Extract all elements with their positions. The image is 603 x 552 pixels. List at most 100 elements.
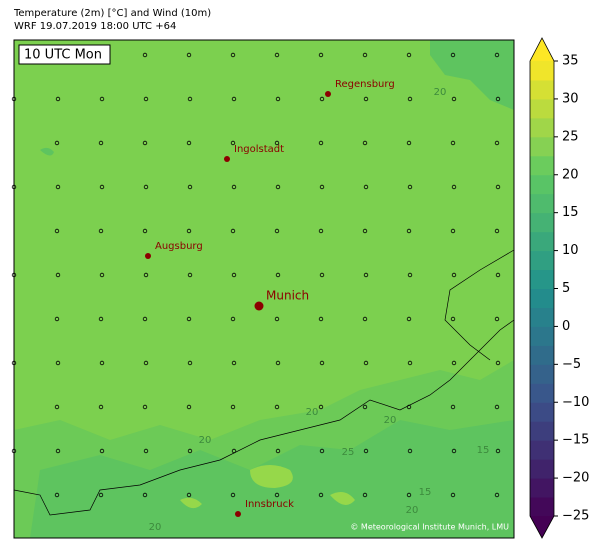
station <box>407 360 413 366</box>
station <box>407 272 413 278</box>
station <box>495 272 501 278</box>
city-dot <box>325 91 331 97</box>
colorbar-band <box>530 231 554 252</box>
station <box>230 52 236 58</box>
contour-label: 20 <box>406 505 419 516</box>
city-label: Munich <box>266 289 309 303</box>
station <box>274 228 280 234</box>
colorbar-tick-label: 25 <box>562 129 579 144</box>
station <box>495 448 501 454</box>
copyright: © Meteorological Institute Munich, LMU <box>350 523 509 532</box>
station <box>230 492 236 498</box>
station <box>275 448 281 454</box>
station <box>494 316 500 322</box>
contour-label: 15 <box>419 487 432 498</box>
station <box>54 492 60 498</box>
contour-label: 20 <box>434 87 447 98</box>
colorbar-band <box>530 383 554 403</box>
station <box>186 492 192 498</box>
station <box>54 316 60 322</box>
station <box>275 360 281 366</box>
colorbar-band <box>530 269 554 289</box>
colorbar-band <box>530 459 554 479</box>
warm-patches <box>180 465 355 509</box>
station <box>142 404 148 410</box>
station <box>54 140 60 146</box>
colorbar-band <box>530 193 554 214</box>
station <box>187 184 193 190</box>
station <box>275 272 281 278</box>
station <box>362 228 368 234</box>
station <box>451 448 457 454</box>
title: Temperature (2m) [°C] and Wind (10m) <box>13 8 211 19</box>
station <box>450 492 456 498</box>
colorbar-band <box>530 440 554 460</box>
colorbar-band <box>530 364 554 384</box>
station <box>451 184 457 190</box>
city-label: Augsburg <box>155 241 203 252</box>
station <box>142 140 148 146</box>
station <box>187 272 193 278</box>
colorbar-band <box>530 61 554 81</box>
colorbar-band <box>530 212 554 233</box>
colorbar-band <box>530 326 554 346</box>
station <box>54 404 60 410</box>
station <box>451 96 457 102</box>
station <box>318 52 324 58</box>
station <box>187 360 193 366</box>
colorbar-tick-label: 35 <box>562 54 579 69</box>
station <box>318 492 324 498</box>
colorbar-band <box>530 307 554 327</box>
station <box>186 404 192 410</box>
contour-label: 20 <box>306 407 319 418</box>
subtitle: WRF 19.07.2019 18:00 UTC +64 <box>14 21 176 32</box>
station <box>186 316 192 322</box>
station <box>187 96 193 102</box>
city-label: Innsbruck <box>245 499 294 510</box>
colorbar-band <box>530 98 554 119</box>
station <box>406 52 412 58</box>
colorbar: −25 −20 −15 −10 −5 0 5 10 15 20 25 30 35 <box>529 37 589 539</box>
station <box>319 184 325 190</box>
station <box>494 52 500 58</box>
station <box>98 140 104 146</box>
station <box>142 52 148 58</box>
station <box>406 316 412 322</box>
colorbar-band <box>530 155 554 176</box>
colorbar-band <box>530 402 554 422</box>
colorbar-band <box>530 478 554 498</box>
station <box>55 96 61 102</box>
station <box>99 360 105 366</box>
colorbar-tick-label: 0 <box>562 319 570 334</box>
station <box>99 96 105 102</box>
colorbar-tick-label: 30 <box>562 91 579 106</box>
station <box>450 52 456 58</box>
station <box>319 448 325 454</box>
colorbar-band <box>530 345 554 365</box>
station <box>450 140 456 146</box>
station <box>54 228 60 234</box>
station <box>406 228 412 234</box>
contour-label: 25 <box>342 447 355 458</box>
station <box>318 140 324 146</box>
colorbar-tick-label: −15 <box>562 433 589 448</box>
station <box>143 184 149 190</box>
station <box>230 140 236 146</box>
station <box>494 492 500 498</box>
station <box>495 184 501 190</box>
station <box>230 228 236 234</box>
station <box>231 184 237 190</box>
station <box>318 228 324 234</box>
colorbar-band <box>530 288 554 308</box>
station <box>142 316 148 322</box>
station <box>143 448 149 454</box>
station <box>55 272 61 278</box>
colorbar-tick-label: 15 <box>562 205 579 220</box>
wind-stations <box>11 52 544 498</box>
station <box>318 404 324 410</box>
station <box>99 448 105 454</box>
station <box>319 360 325 366</box>
station <box>186 228 192 234</box>
station <box>274 316 280 322</box>
